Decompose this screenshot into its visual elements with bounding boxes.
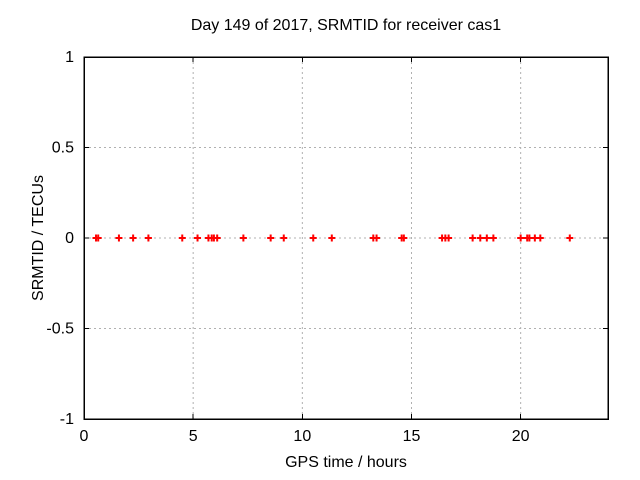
y-tick-label: 0 (65, 230, 74, 247)
data-point-marker (483, 234, 491, 242)
data-point-marker (536, 234, 544, 242)
data-point-marker (328, 234, 336, 242)
data-point-marker (476, 234, 484, 242)
x-axis-label: GPS time / hours (285, 454, 407, 471)
data-point-marker (309, 234, 317, 242)
tick-labels: 0 5 10 15 20 -1 -0.5 0 0.5 1 (46, 49, 529, 445)
data-point-marker (469, 234, 477, 242)
data-points (92, 234, 574, 242)
x-tick-label: 15 (403, 428, 421, 445)
y-tick-label: -1 (60, 411, 74, 428)
x-tick-label: 5 (189, 428, 198, 445)
data-point-marker (400, 234, 408, 242)
y-tick-label: -0.5 (46, 321, 74, 338)
data-point-marker (373, 234, 381, 242)
data-point-marker (267, 234, 275, 242)
data-point-marker (280, 234, 288, 242)
x-tick-label: 20 (512, 428, 530, 445)
data-point-marker (144, 234, 152, 242)
data-point-marker (445, 234, 453, 242)
plot-border (83, 56, 609, 420)
data-point-marker (213, 234, 221, 242)
data-point-marker (129, 234, 137, 242)
x-tick-label: 0 (80, 428, 89, 445)
data-point-marker (115, 234, 123, 242)
chart-title: Day 149 of 2017, SRMTID for receiver cas… (191, 17, 501, 34)
data-point-marker (239, 234, 247, 242)
data-point-marker (94, 234, 102, 242)
y-tick-label: 0.5 (52, 140, 74, 157)
data-point-marker (178, 234, 186, 242)
data-point-marker (566, 234, 574, 242)
data-point-marker (489, 234, 497, 242)
x-tick-label: 10 (293, 428, 311, 445)
data-point-marker (194, 234, 202, 242)
y-tick-label: 1 (65, 49, 74, 66)
data-point-marker (517, 234, 525, 242)
y-axis-label: SRMTID / TECUs (30, 175, 47, 301)
